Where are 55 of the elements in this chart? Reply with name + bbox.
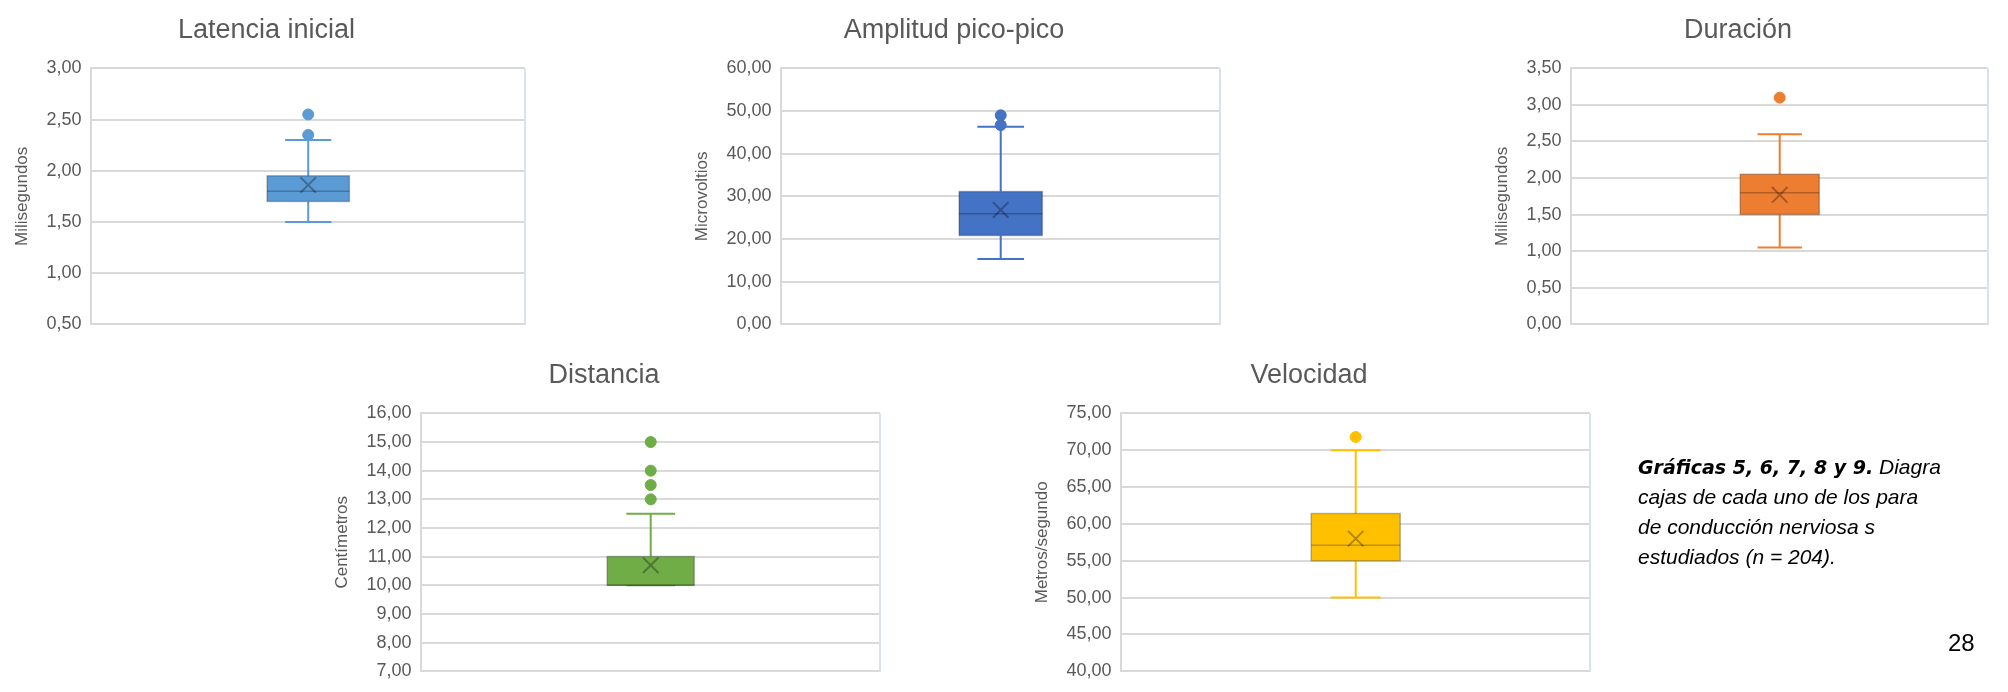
y-tick-label: 1,50 — [46, 210, 82, 231]
y-tick-label: 60,00 — [1066, 512, 1112, 533]
text: Gráficas 5, 6, 7, 8 y 9. — [1638, 456, 1874, 478]
y-tick-label: 8,00 — [376, 631, 412, 652]
y-axis-title: Metros/segundo — [1031, 481, 1051, 604]
y-tick-label: 70,00 — [1066, 439, 1112, 460]
y-tick-label: 75,00 — [1066, 402, 1112, 423]
y-tick-label: 3,00 — [1526, 93, 1562, 114]
chart-title: Velocidad — [1250, 358, 1368, 389]
y-tick-label: 2,00 — [1526, 167, 1562, 187]
chart-title: Duración — [1683, 13, 1793, 44]
y-tick-label: 40,00 — [1066, 660, 1112, 681]
y-tick-label: 10,00 — [366, 574, 412, 595]
text: cajas de cada uno de los para — [1638, 484, 1920, 510]
chart-title: Amplitud pico-pico — [843, 13, 1065, 44]
y-axis-title: Milisegundos — [1491, 146, 1511, 246]
y-axis-title: Centímetros — [331, 496, 351, 589]
y-tick-label: 7,00 — [376, 660, 412, 681]
y-tick-label: 15,00 — [366, 431, 412, 452]
y-tick-label: 12,00 — [366, 516, 412, 537]
text: estudiados (n = 204). — [1638, 544, 1837, 570]
y-tick-label: 9,00 — [376, 602, 412, 623]
y-tick-label: 0,00 — [1526, 313, 1562, 334]
text: 28 — [1948, 628, 1975, 658]
y-tick-label: 1,50 — [1526, 203, 1562, 224]
chart-title: Latencia inicial — [177, 13, 356, 44]
y-tick-label: 1,00 — [1526, 240, 1562, 261]
y-tick-label: 0,00 — [736, 313, 772, 334]
y-tick-label: 20,00 — [726, 227, 772, 248]
y-tick-label: 0,50 — [46, 313, 82, 334]
y-tick-label: 1,00 — [46, 262, 82, 283]
y-tick-label: 60,00 — [726, 57, 772, 78]
y-tick-label: 3,50 — [1526, 57, 1562, 78]
y-tick-label: 13,00 — [366, 488, 412, 509]
y-tick-label: 2,50 — [46, 108, 82, 129]
text: Diagra — [1879, 455, 1941, 478]
y-tick-label: 10,00 — [726, 270, 772, 291]
y-tick-label: 55,00 — [1066, 549, 1112, 570]
y-tick-label: 14,00 — [366, 459, 412, 480]
y-tick-label: 0,50 — [1526, 276, 1562, 297]
y-tick-label: 30,00 — [726, 185, 772, 206]
y-axis-title: Milisegundos — [11, 146, 31, 246]
y-tick-label: 45,00 — [1066, 623, 1112, 644]
y-tick-label: 65,00 — [1066, 476, 1112, 497]
y-tick-label: 16,00 — [366, 402, 412, 423]
y-tick-label: 50,00 — [726, 100, 772, 120]
y-tick-label: 3,00 — [46, 57, 82, 78]
y-tick-label: 40,00 — [726, 142, 772, 163]
chart-title: Distancia — [548, 358, 661, 389]
text: de conducción nerviosa s — [1638, 514, 1876, 540]
y-axis-title: Microvoltios — [691, 151, 711, 242]
y-tick-label: 50,00 — [1066, 586, 1112, 607]
y-tick-label: 2,50 — [1526, 130, 1562, 151]
y-tick-label: 11,00 — [367, 545, 412, 566]
y-tick-label: 2,00 — [46, 159, 82, 180]
